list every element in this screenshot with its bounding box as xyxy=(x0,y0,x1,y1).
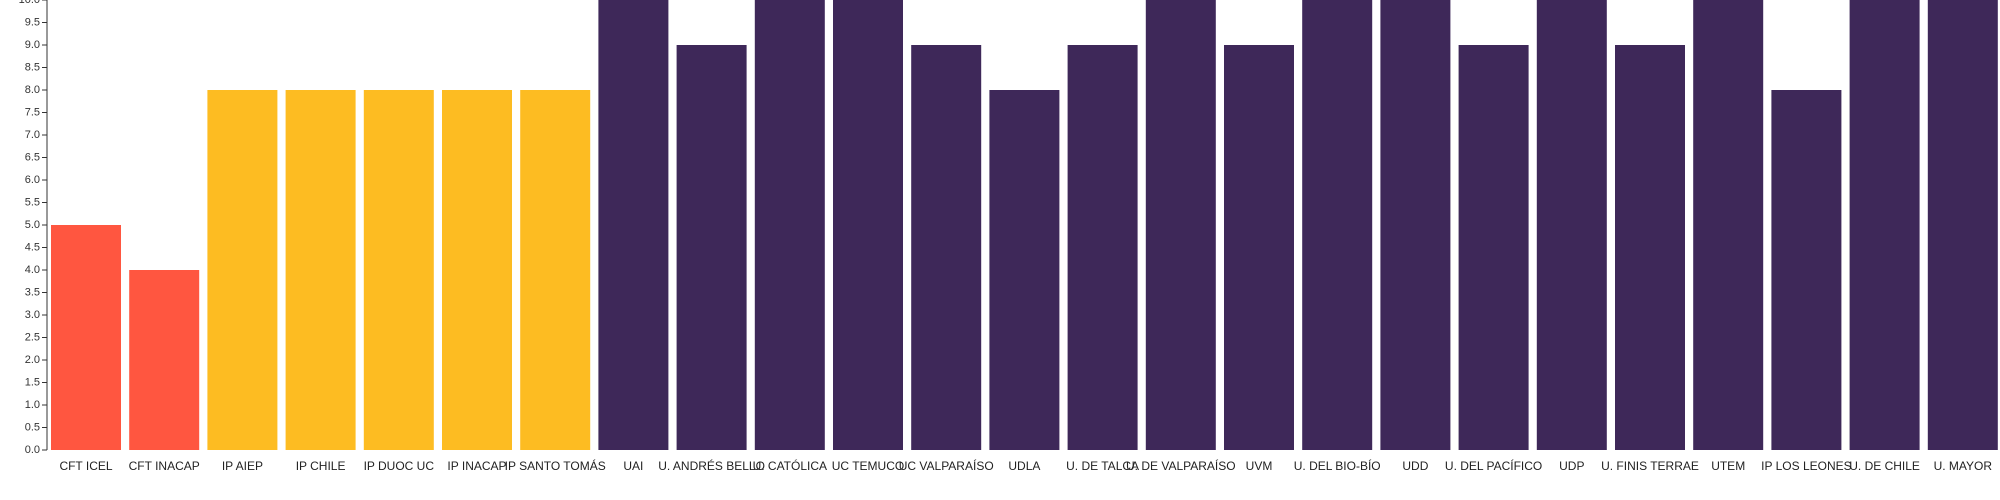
y-tick-label: 4.0 xyxy=(25,264,40,276)
bar-uc-temuco[interactable] xyxy=(833,0,903,450)
bar-u-mayor[interactable] xyxy=(1927,0,1998,450)
x-tick-label: IP SANTO TOMÁS xyxy=(505,458,606,473)
bar-u-finis-terrae[interactable] xyxy=(1615,45,1685,450)
bar-ip-santo-tom-s[interactable] xyxy=(520,90,591,450)
y-tick-label: 9.0 xyxy=(25,39,40,51)
y-tick-label: 9.5 xyxy=(25,16,40,28)
x-tick-label: IP DUOC UC xyxy=(364,459,435,473)
x-tick-label: IP LOS LEONES xyxy=(1761,459,1852,473)
bar-uc-valpara-so[interactable] xyxy=(911,45,982,450)
y-tick-label: 8.5 xyxy=(25,61,40,73)
x-tick-label: UDD xyxy=(1402,459,1428,473)
x-tick-label: U. DEL BIO-BÍO xyxy=(1294,458,1381,473)
x-tick-label: U. DE VALPARAÍSO xyxy=(1126,458,1236,473)
y-tick-label: 1.0 xyxy=(25,399,40,411)
y-tick-label: 8.0 xyxy=(25,84,40,96)
x-tick-label: U. MAYOR xyxy=(1934,459,1993,473)
y-tick-label: 4.5 xyxy=(25,241,40,253)
bar-u-de-talca[interactable] xyxy=(1067,45,1138,450)
x-tick-label: UC VALPARAÍSO xyxy=(899,458,994,473)
x-tick-label: U. DE CHILE xyxy=(1849,459,1920,473)
bar-udla[interactable] xyxy=(989,90,1060,450)
x-tick-label: CFT INACAP xyxy=(129,459,200,473)
y-tick-label: 3.0 xyxy=(25,309,40,321)
bar-u-de-chile[interactable] xyxy=(1849,0,1920,450)
x-tick-label: UTEM xyxy=(1711,459,1745,473)
bar-uai[interactable] xyxy=(598,0,669,450)
y-tick-label: 10.0 xyxy=(19,0,40,6)
x-tick-label: UDP xyxy=(1559,459,1584,473)
y-tick-label: 5.5 xyxy=(25,196,40,208)
y-tick-label: 0.0 xyxy=(25,444,40,456)
y-tick-label: 3.5 xyxy=(25,286,40,298)
bar-u-de-valpara-so[interactable] xyxy=(1145,0,1216,450)
y-tick-label: 7.5 xyxy=(25,106,40,118)
y-tick-label: 0.5 xyxy=(25,421,40,433)
x-tick-label: U. ANDRÉS BELLO xyxy=(658,458,765,473)
y-tick-label: 1.5 xyxy=(25,376,40,388)
bar-u-del-pac-fico[interactable] xyxy=(1458,45,1529,450)
y-tick-label: 2.0 xyxy=(25,354,40,366)
x-tick-label: U. DEL PACÍFICO xyxy=(1445,458,1542,473)
bar-ip-duoc-uc[interactable] xyxy=(363,90,434,450)
bar-ip-inacap[interactable] xyxy=(442,90,512,450)
x-axis-labels: CFT ICEL CFT INACAP IP AIEP IP CHILE IP DUOC… xyxy=(59,458,1992,473)
bar-uvm[interactable] xyxy=(1224,45,1294,450)
y-tick-label: 6.0 xyxy=(25,174,40,186)
y-axis: 0.0 0.5 1.0 1.5 2.0 2.5 3.0 3.5 4.0 4.5 5.0 5.5 6.0 6… xyxy=(19,0,48,456)
y-tick-label: 5.0 xyxy=(25,219,40,231)
bar-utem[interactable] xyxy=(1693,0,1764,450)
bar-udp[interactable] xyxy=(1536,0,1607,450)
bar-u-andr-s-bello[interactable] xyxy=(676,45,747,450)
bar-cft-icel[interactable] xyxy=(51,225,121,450)
x-tick-label: UC TEMUCO xyxy=(832,459,904,473)
bar-ip-aiep[interactable] xyxy=(207,90,278,450)
x-tick-label: CFT ICEL xyxy=(59,459,112,473)
y-tick-label: 6.5 xyxy=(25,151,40,163)
bar-udd[interactable] xyxy=(1380,0,1451,450)
x-tick-label: IP AIEP xyxy=(222,459,263,473)
y-tick-label: 2.5 xyxy=(25,331,40,343)
x-tick-label: UAI xyxy=(623,459,643,473)
bar-u-cat-lica[interactable] xyxy=(754,0,825,450)
bar-ip-los-leones[interactable] xyxy=(1771,90,1842,450)
bar-ip-chile[interactable] xyxy=(285,90,356,450)
x-tick-label: U. CATÓLICA xyxy=(753,458,827,473)
y-tick-label: 7.0 xyxy=(25,129,40,141)
bars xyxy=(51,0,1998,450)
x-tick-label: U. FINIS TERRAE xyxy=(1601,459,1699,473)
x-tick-label: U. DE TALCA xyxy=(1066,459,1139,473)
x-tick-label: IP INACAP xyxy=(447,459,506,473)
x-tick-label: UDLA xyxy=(1008,459,1040,473)
x-tick-label: UVM xyxy=(1246,459,1273,473)
bar-cft-inacap[interactable] xyxy=(129,270,200,450)
bar-u-del-bio-b-o[interactable] xyxy=(1302,0,1373,450)
x-tick-label: IP CHILE xyxy=(296,459,346,473)
